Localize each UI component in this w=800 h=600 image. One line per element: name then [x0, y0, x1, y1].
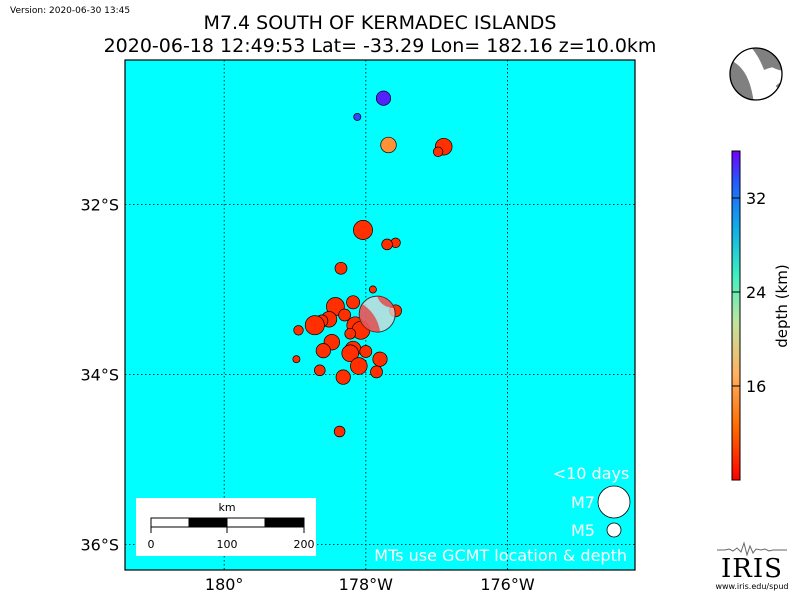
scale-label-100: 100 [217, 538, 238, 551]
event-info-subtitle: 2020-06-18 12:49:53 Lat= -33.29 Lon= 182… [103, 35, 657, 57]
legend-label-m7: M7 [571, 493, 595, 512]
earthquake-marker[interactable] [368, 285, 377, 294]
earthquake-marker[interactable] [335, 369, 351, 385]
earthquake-marker[interactable] [344, 327, 356, 340]
lat-tick-label: 34°S [80, 366, 119, 385]
magnitude-legend: <10 days M7 M5 [553, 464, 631, 540]
earthquake-marker[interactable] [338, 308, 351, 322]
earthquake-marker[interactable] [432, 146, 444, 157]
lon-tick-label: 180° [205, 575, 244, 594]
mainshock-mechanism[interactable] [358, 295, 396, 333]
earthquake-marker[interactable] [353, 112, 362, 121]
earthquake-marker[interactable] [380, 136, 397, 154]
scale-label-200: 200 [294, 538, 315, 551]
earthquake-marker[interactable] [293, 325, 304, 336]
earthquake-marker[interactable] [334, 261, 348, 275]
earthquake-marker[interactable] [353, 220, 373, 240]
legend-symbol-m5 [606, 522, 622, 538]
colorbar-tick-label: 32 [746, 189, 766, 208]
lat-tick-label: 36°S [80, 536, 119, 555]
legend-symbol-m7 [597, 485, 631, 519]
map-border [124, 59, 636, 571]
depth-colorbar: 16 24 32 [731, 150, 766, 481]
earthquake-marker[interactable] [314, 364, 326, 377]
earthquake-marker[interactable] [346, 295, 361, 310]
scale-label-0: 0 [148, 538, 155, 551]
colorbar-label: depth (km) [773, 264, 791, 348]
earthquake-marker[interactable] [315, 343, 331, 359]
scale-bar: km 0 100 200 [136, 498, 316, 556]
earthquake-marker[interactable] [381, 238, 393, 251]
lat-tick-label: 32°S [80, 196, 119, 215]
earthquake-marker[interactable] [333, 425, 346, 438]
scale-bar-unit: km [218, 501, 235, 514]
colorbar-ticks: 16 24 32 [732, 189, 766, 396]
moment-tensor-note: MTs use GCMT location & depth [374, 546, 627, 565]
seismogram-icon [717, 541, 787, 556]
earthquake-marker[interactable] [372, 351, 388, 367]
iris-logo: IRIS www.iris.edu/spud [712, 540, 792, 591]
earthquake-marker[interactable] [359, 345, 373, 358]
lon-tick-label: 178°W [339, 575, 394, 594]
version-label: Version: 2020-06-30 13:45 [10, 6, 131, 16]
lon-tick-label: 176°W [480, 575, 535, 594]
earthquake-marker[interactable] [350, 357, 368, 375]
iris-url: www.iris.edu/spud [715, 582, 789, 591]
colorbar-tick-label: 16 [746, 377, 766, 396]
earthquake-marker[interactable] [370, 365, 383, 379]
colorbar-tick-label: 24 [746, 283, 766, 302]
map-title: M7.4 SOUTH OF KERMADEC ISLANDS [203, 12, 557, 34]
earthquake-marker[interactable] [292, 355, 301, 364]
iris-name: IRIS [721, 554, 783, 584]
legend-title: <10 days [553, 464, 630, 483]
focal-mechanism-icon [729, 47, 783, 101]
legend-label-m5: M5 [571, 521, 595, 540]
earthquake-markers [292, 90, 453, 438]
earthquake-marker[interactable] [304, 315, 325, 336]
earthquake-marker[interactable] [375, 90, 392, 106]
axis-labels: 180° 178°W 176°W 32°S 34°S 36°S [80, 196, 534, 595]
earthquake-marker[interactable] [341, 344, 359, 363]
